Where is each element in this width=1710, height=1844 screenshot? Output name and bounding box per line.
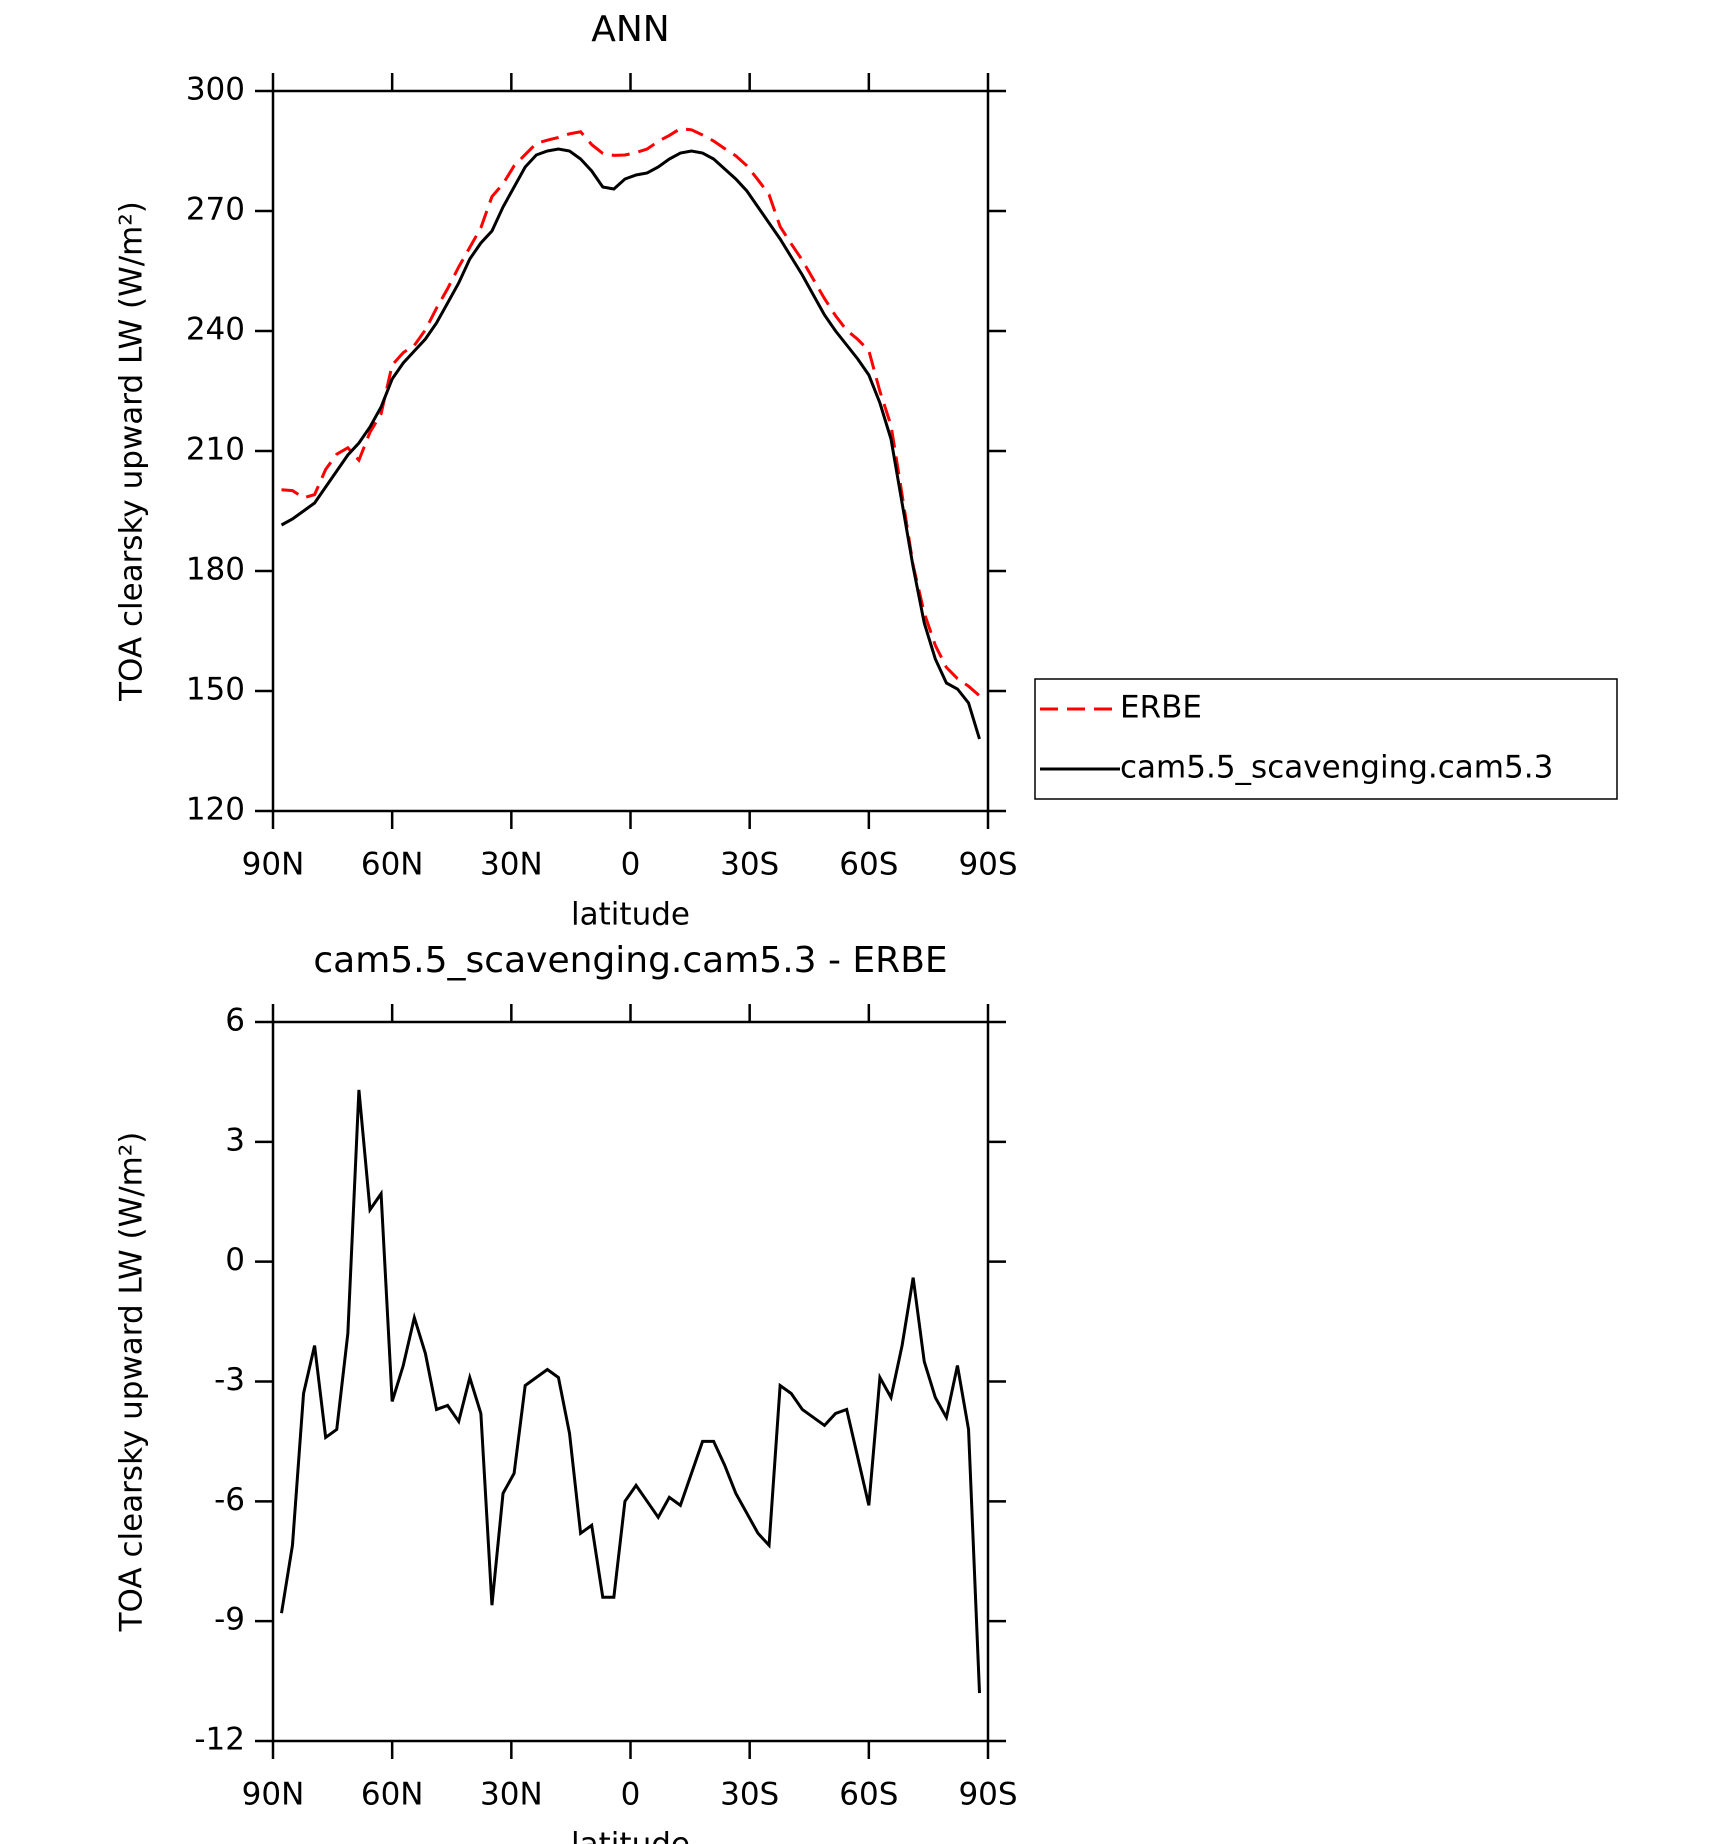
x-tick-label: 60S [839, 1777, 898, 1813]
y-tick-label: -9 [214, 1602, 245, 1638]
x-tick-label: 90N [242, 1777, 305, 1813]
legend-label: ERBE [1120, 690, 1202, 726]
x-tick-label: 90N [242, 847, 305, 883]
x-tick-label: 30S [720, 847, 779, 883]
x-axis-label: latitude [571, 1827, 690, 1844]
x-tick-label: 30S [720, 1777, 779, 1813]
y-tick-label: -6 [214, 1482, 245, 1518]
plot-frame [271, 89, 990, 813]
x-tick-label: 60S [839, 847, 898, 883]
x-tick-label: 0 [621, 847, 641, 883]
y-tick-label: 0 [225, 1242, 245, 1278]
x-tick-label: 90S [958, 1777, 1017, 1813]
x-tick-label: 90S [958, 847, 1017, 883]
x-axis-label: latitude [571, 897, 690, 933]
legend-frame [1034, 678, 1618, 800]
y-tick-label: 240 [186, 312, 245, 348]
x-tick-label: 0 [621, 1777, 641, 1813]
y-tick-label: 210 [186, 432, 245, 468]
x-tick-label: 60N [361, 1777, 424, 1813]
data-line [280, 147, 981, 740]
y-tick-label: 6 [225, 1003, 245, 1039]
y-tick-label: 150 [186, 672, 245, 708]
x-tick-label: 30N [480, 847, 543, 883]
data-line [280, 1089, 981, 1694]
chart-title: ANN [591, 9, 670, 50]
y-tick-label: -12 [194, 1722, 245, 1758]
y-tick-label: 180 [186, 552, 245, 588]
y-tick-label: -3 [214, 1362, 245, 1398]
y-axis-label: TOA clearsky upward LW (W/m²) [114, 201, 150, 702]
y-tick-label: 300 [186, 72, 245, 108]
x-tick-label: 30N [480, 1777, 543, 1813]
chart-title: cam5.5_scavenging.cam5.3 - ERBE [313, 940, 947, 981]
y-tick-label: 120 [186, 792, 245, 828]
y-tick-label: 3 [225, 1122, 245, 1158]
legend-label: cam5.5_scavenging.cam5.3 [1120, 750, 1553, 786]
x-tick-label: 60N [361, 847, 424, 883]
y-tick-label: 270 [186, 192, 245, 228]
data-line [281, 127, 981, 697]
y-axis-label: TOA clearsky upward LW (W/m²) [114, 1132, 150, 1633]
